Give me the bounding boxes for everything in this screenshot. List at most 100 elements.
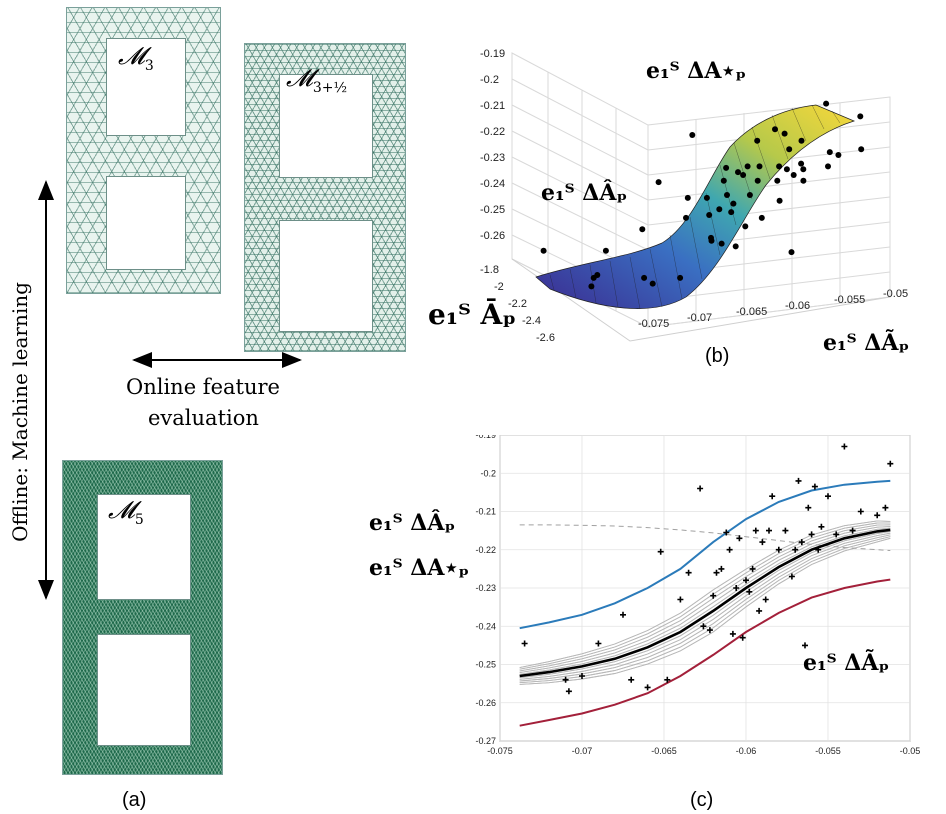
scatter-point-3d xyxy=(800,166,807,173)
y-tick-label: -2.6 xyxy=(536,332,555,344)
scatter-point-3d xyxy=(800,177,807,184)
offline-label: Offline: Machine learning xyxy=(8,282,32,542)
scatter-point-3d xyxy=(724,192,730,198)
data-point xyxy=(815,546,822,553)
y-tick-label: -0.22 xyxy=(475,545,496,555)
caption-a: (a) xyxy=(122,789,147,811)
data-point xyxy=(833,531,840,538)
mesh-m3-5 xyxy=(244,43,406,352)
data-point xyxy=(723,529,730,536)
data-point xyxy=(782,527,789,534)
scatter-point-3d xyxy=(655,179,662,186)
chart-c: -0.19 -0.2 -0.21 -0.22 -0.23 -0.24 -0.25 -0.26 -… xyxy=(475,435,921,756)
scatter-point-3d xyxy=(720,177,727,184)
data-point xyxy=(808,531,815,538)
data-point xyxy=(792,546,799,553)
data-point xyxy=(825,493,831,500)
scatter-point-3d xyxy=(823,100,830,107)
mesh-hole xyxy=(106,38,186,136)
scatter-point-3d xyxy=(723,164,730,171)
data-point xyxy=(726,546,733,553)
data-point xyxy=(565,688,572,695)
data-point xyxy=(620,611,626,618)
scatter-point-3d xyxy=(683,214,689,221)
scatter-point-3d xyxy=(772,126,778,133)
scatter-point-3d xyxy=(706,212,713,218)
x-tick-label: -0.05 xyxy=(883,288,908,300)
data-point xyxy=(802,642,808,649)
scatter-point-3d xyxy=(594,272,601,278)
scatter-point-3d xyxy=(588,283,595,290)
scatter-point-3d xyxy=(798,137,805,144)
y-tick-label: -0.2 xyxy=(480,468,496,478)
data-point xyxy=(736,535,743,542)
data-point xyxy=(857,508,864,515)
y-tick-label: -0.23 xyxy=(475,583,496,593)
data-point xyxy=(749,565,756,572)
x-tick-label: -0.05 xyxy=(900,746,921,756)
data-point xyxy=(729,630,736,637)
arrows-panel-a xyxy=(38,180,302,600)
data-point xyxy=(521,640,528,647)
scatter-point-3d xyxy=(786,146,793,153)
data-point xyxy=(677,596,684,603)
z-tick-label: -0.2 xyxy=(480,74,499,86)
mean-curve xyxy=(519,528,891,678)
data-point xyxy=(743,577,749,584)
data-point xyxy=(811,483,818,490)
x-tick-label: -0.055 xyxy=(815,746,841,756)
scatter-point-3d xyxy=(798,160,805,167)
scatter-point-3d xyxy=(728,209,735,216)
x-tick-label: -0.06 xyxy=(736,746,757,756)
label-b-star: e₁ᵀ ΔA⋆ₚ xyxy=(646,58,747,84)
scatter-point-3d xyxy=(857,113,864,120)
data-point xyxy=(685,569,692,576)
data-point xyxy=(841,443,848,450)
z-tick-label: -0.25 xyxy=(480,204,505,216)
mesh-hole xyxy=(106,176,186,270)
x-tick-label: -0.075 xyxy=(487,746,513,756)
y-tick-label: -0.24 xyxy=(475,621,496,631)
sample-curve xyxy=(519,531,891,679)
sample-curve xyxy=(519,527,891,675)
data-point xyxy=(887,460,894,467)
mesh-hole xyxy=(279,220,373,332)
data-point xyxy=(746,588,753,595)
data-point xyxy=(762,596,769,603)
data-point xyxy=(874,512,881,519)
y-tick-labels: -1.8 -2 -2.2 -2.4 -2.6 xyxy=(480,264,555,344)
scatter-point-3d xyxy=(756,163,763,170)
mesh-m5 xyxy=(62,460,223,775)
x-tick-label: -0.055 xyxy=(834,294,865,306)
label-b-bar: e₁ᵀ Āₚ xyxy=(428,298,517,331)
mesh-m3 xyxy=(66,7,221,294)
y-tick-label: -2.4 xyxy=(522,315,541,327)
scatter-point-3d xyxy=(730,200,737,207)
x-tick-label: -0.07 xyxy=(687,312,712,324)
scatter-points-3d xyxy=(540,100,865,290)
surface-plot-3d: -0.19-0.2-0.21-0.22-0.23-0.24-0.25-0.26 … xyxy=(480,48,908,344)
surface-sheet xyxy=(535,104,856,309)
data-point xyxy=(733,585,740,591)
data-point xyxy=(628,676,635,683)
scatter-point-3d xyxy=(776,163,783,170)
scatter-point-3d xyxy=(703,194,710,201)
data-point xyxy=(562,676,569,683)
scatter-point-3d xyxy=(689,132,696,138)
data-point xyxy=(713,569,720,576)
data-point xyxy=(795,477,802,484)
y-tick-label: -2.2 xyxy=(508,298,527,310)
caption-c: (c) xyxy=(690,789,714,811)
data-point xyxy=(766,527,772,534)
online-label-line2: evaluation xyxy=(148,406,259,430)
z-tick-label: -0.24 xyxy=(480,178,505,190)
y-tick-label: -0.27 xyxy=(475,736,496,746)
x-tick-label: -0.065 xyxy=(651,746,677,756)
mesh-label-m3: 𝓜3 xyxy=(118,42,154,74)
scatter-point-3d xyxy=(735,169,741,176)
y-tick-label: -0.21 xyxy=(475,507,496,517)
label-b-tilde: e₁ᵀ ΔÃₚ xyxy=(823,330,910,356)
data-point xyxy=(700,623,707,630)
z-tick-label: -0.26 xyxy=(480,230,505,242)
data-point xyxy=(595,640,602,647)
